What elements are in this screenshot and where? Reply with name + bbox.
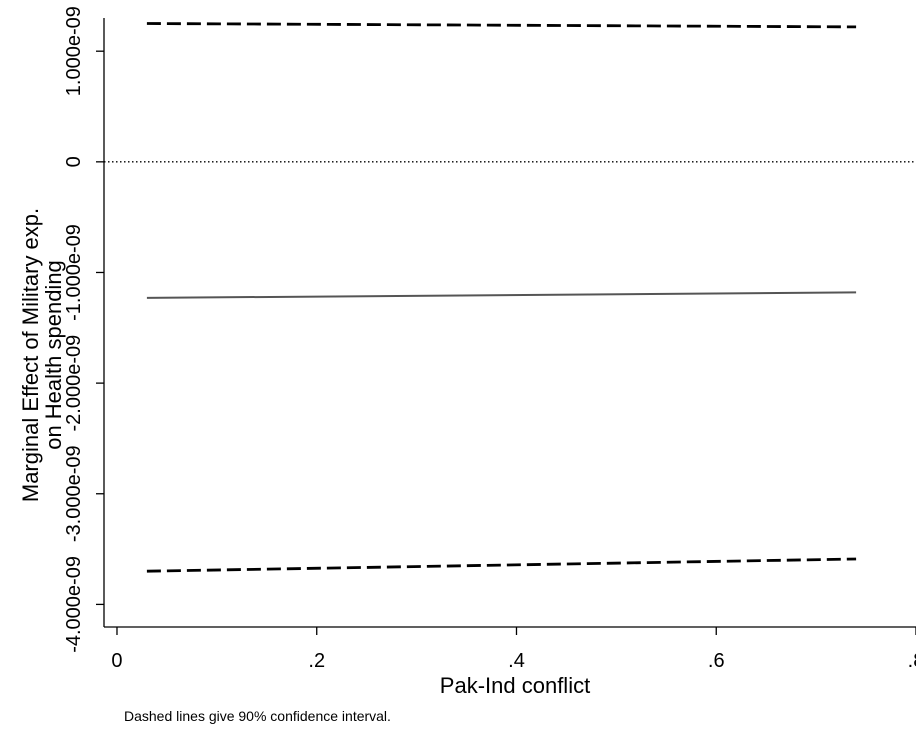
y-axis-title-line-1: Marginal Effect of Military exp. bbox=[18, 208, 43, 502]
y-ticks: 1.000e-09 0 -1.000e-09 -2.000e-09 -3.000e-09… bbox=[63, 6, 104, 653]
y-tick-label: -3.000e-09 bbox=[63, 445, 85, 542]
x-tick-label: .8 bbox=[908, 650, 916, 672]
axes-layer bbox=[103, 18, 916, 628]
x-tick-label: .4 bbox=[508, 650, 525, 672]
chart-note: Dashed lines give 90% confidence interva… bbox=[124, 708, 391, 724]
x-ticks: 0 .2 .4 .6 .8 bbox=[111, 627, 916, 672]
y-tick-label: 0 bbox=[63, 156, 85, 167]
x-tick-label: .2 bbox=[308, 650, 325, 672]
y-tick-label: 1.000e-09 bbox=[63, 6, 85, 96]
y-tick-label: -2.000e-09 bbox=[63, 335, 85, 432]
estimate-line bbox=[146, 291, 857, 299]
y-tick-label: -4.000e-09 bbox=[63, 556, 85, 653]
series-layer bbox=[146, 22, 857, 573]
y-axis-title-line-2: on Health spending bbox=[41, 260, 66, 450]
upper-ci-line bbox=[146, 22, 857, 29]
lower-ci-line bbox=[146, 557, 857, 573]
y-tick-label: -1.000e-09 bbox=[63, 224, 85, 321]
x-tick-label: .6 bbox=[708, 650, 725, 672]
x-tick-label: 0 bbox=[111, 650, 122, 672]
x-axis-title: Pak-Ind conflict bbox=[440, 673, 590, 698]
